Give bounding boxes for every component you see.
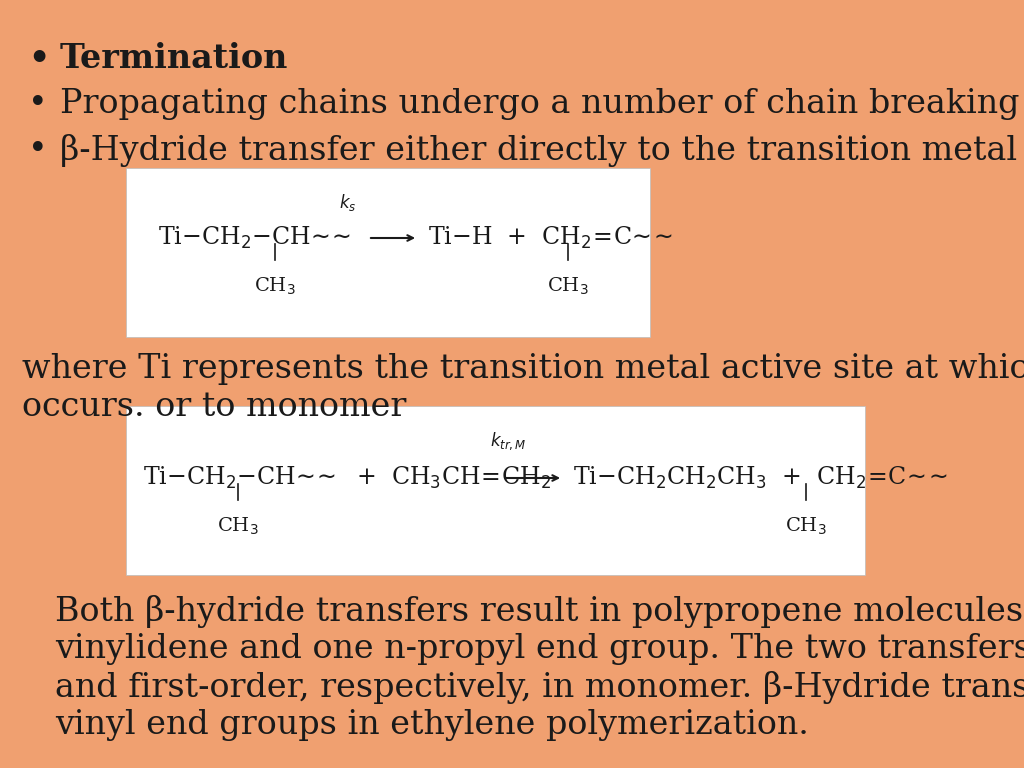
Text: Ti$-$CH$_2$$-$CH$\!\sim\!\!\sim$  +  CH$_3$CH$\!=\!$CH$_2$: Ti$-$CH$_2$$-$CH$\!\sim\!\!\sim$ + CH$_3… bbox=[143, 465, 551, 491]
FancyBboxPatch shape bbox=[126, 168, 650, 337]
Text: vinyl end groups in ethylene polymerization.: vinyl end groups in ethylene polymerizat… bbox=[55, 709, 809, 741]
Text: Propagating chains undergo a number of chain breaking reactions:: Propagating chains undergo a number of c… bbox=[60, 88, 1024, 120]
Text: Ti$-$CH$_2$$-$CH$\!\sim\!\!\sim$: Ti$-$CH$_2$$-$CH$\!\sim\!\!\sim$ bbox=[158, 225, 351, 251]
Text: Both β-hydride transfers result in polypropene molecules with one: Both β-hydride transfers result in polyp… bbox=[55, 595, 1024, 628]
Text: •: • bbox=[28, 134, 48, 166]
Text: Ti$-$CH$_2$CH$_2$CH$_3$  +  CH$_2$$\!=\!$C$\!\sim\!\!\sim$: Ti$-$CH$_2$CH$_2$CH$_3$ + CH$_2$$\!=\!$C… bbox=[573, 465, 947, 491]
Text: •: • bbox=[28, 42, 49, 75]
Text: CH$_3$: CH$_3$ bbox=[254, 276, 296, 297]
Text: occurs. or to monomer: occurs. or to monomer bbox=[22, 391, 407, 423]
Text: CH$_3$: CH$_3$ bbox=[547, 276, 589, 297]
FancyBboxPatch shape bbox=[126, 406, 865, 575]
Text: •: • bbox=[28, 88, 48, 120]
Text: β-Hydride transfer either directly to the transition metal: β-Hydride transfer either directly to th… bbox=[60, 134, 1017, 167]
Text: Ti$-$H  +  CH$_2$$\!=\!$C$\!\sim\!\!\sim$: Ti$-$H + CH$_2$$\!=\!$C$\!\sim\!\!\sim$ bbox=[428, 225, 673, 251]
Text: CH$_3$: CH$_3$ bbox=[217, 516, 259, 538]
Text: Termination: Termination bbox=[60, 42, 289, 75]
Text: $k_{tr,M}$: $k_{tr,M}$ bbox=[489, 430, 526, 452]
Text: CH$_3$: CH$_3$ bbox=[785, 516, 826, 538]
Text: and first-order, respectively, in monomer. β-Hydride transfer yields: and first-order, respectively, in monome… bbox=[55, 671, 1024, 704]
Text: vinylidene and one n-propyl end group. The two transfers are zero-: vinylidene and one n-propyl end group. T… bbox=[55, 633, 1024, 665]
Text: $k_s$: $k_s$ bbox=[339, 192, 356, 213]
Text: where Ti represents the transition metal active site at which propagation: where Ti represents the transition metal… bbox=[22, 353, 1024, 385]
